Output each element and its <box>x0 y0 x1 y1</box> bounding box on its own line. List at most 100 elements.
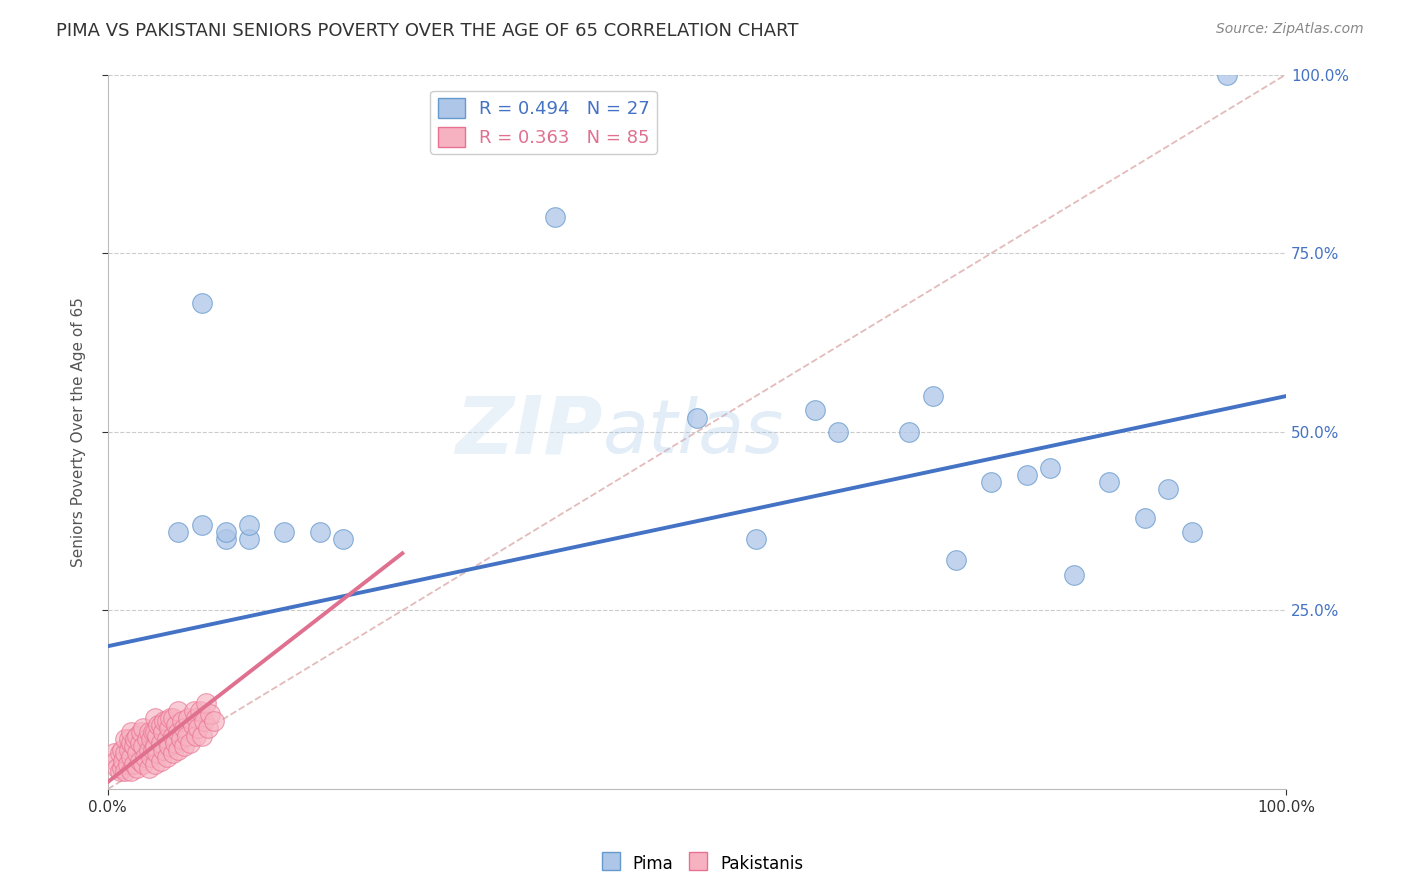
Point <box>108 747 131 761</box>
Point <box>1063 567 1085 582</box>
Point <box>1039 460 1062 475</box>
Point <box>120 750 142 764</box>
Point <box>143 739 166 754</box>
Point <box>173 739 195 754</box>
Point <box>141 725 163 739</box>
Point <box>143 711 166 725</box>
Point <box>143 725 166 739</box>
Point <box>157 722 180 736</box>
Point <box>945 553 967 567</box>
Point <box>177 711 200 725</box>
Point <box>149 736 172 750</box>
Point <box>157 739 180 754</box>
Point <box>141 732 163 747</box>
Point <box>118 732 141 747</box>
Point <box>128 736 150 750</box>
Point <box>156 714 179 729</box>
Point <box>105 754 128 768</box>
Point <box>108 764 131 779</box>
Point <box>191 729 214 743</box>
Point <box>176 729 198 743</box>
Point <box>184 711 207 725</box>
Point <box>1181 524 1204 539</box>
Point <box>827 425 849 439</box>
Point <box>745 532 768 546</box>
Point <box>179 736 201 750</box>
Point <box>146 729 169 743</box>
Point <box>120 725 142 739</box>
Point <box>165 718 187 732</box>
Point <box>170 732 193 747</box>
Point <box>238 532 260 546</box>
Point <box>122 757 145 772</box>
Point <box>980 475 1002 489</box>
Point <box>128 754 150 768</box>
Point <box>170 714 193 729</box>
Point <box>156 732 179 747</box>
Point <box>183 704 205 718</box>
Point <box>167 725 190 739</box>
Point <box>105 761 128 775</box>
Point <box>159 711 181 725</box>
Point <box>114 747 136 761</box>
Point <box>167 743 190 757</box>
Text: atlas: atlas <box>603 396 785 467</box>
Point <box>103 747 125 761</box>
Y-axis label: Seniors Poverty Over the Age of 65: Seniors Poverty Over the Age of 65 <box>72 297 86 566</box>
Point <box>184 729 207 743</box>
Legend: R = 0.494   N = 27, R = 0.363   N = 85: R = 0.494 N = 27, R = 0.363 N = 85 <box>430 91 657 154</box>
Point <box>921 389 943 403</box>
Point <box>153 714 176 729</box>
Point <box>148 718 170 732</box>
Point <box>114 764 136 779</box>
Point <box>1015 467 1038 482</box>
Point <box>1133 510 1156 524</box>
Point <box>167 704 190 718</box>
Point <box>122 739 145 754</box>
Point <box>127 747 149 761</box>
Point <box>138 761 160 775</box>
Point <box>120 764 142 779</box>
Point <box>803 403 825 417</box>
Point <box>188 704 211 718</box>
Point <box>129 725 152 739</box>
Point <box>202 714 225 729</box>
Point <box>187 722 209 736</box>
Point <box>181 718 204 732</box>
Point <box>167 524 190 539</box>
Point <box>1157 482 1180 496</box>
Point <box>193 714 215 729</box>
Point <box>111 761 134 775</box>
Point <box>132 722 155 736</box>
Point <box>111 743 134 757</box>
Point <box>152 743 174 757</box>
Point <box>214 532 236 546</box>
Point <box>163 736 186 750</box>
Point <box>120 736 142 750</box>
Point <box>156 750 179 764</box>
Point <box>544 211 567 225</box>
Point <box>332 532 354 546</box>
Point <box>1216 68 1239 82</box>
Point <box>273 524 295 539</box>
Point <box>138 743 160 757</box>
Point <box>162 729 184 743</box>
Point <box>135 732 157 747</box>
Point <box>200 707 222 722</box>
Point <box>149 754 172 768</box>
Point <box>143 757 166 772</box>
Point <box>146 747 169 761</box>
Point <box>117 757 139 772</box>
Point <box>132 757 155 772</box>
Point <box>127 729 149 743</box>
Text: PIMA VS PAKISTANI SENIORS POVERTY OVER THE AGE OF 65 CORRELATION CHART: PIMA VS PAKISTANI SENIORS POVERTY OVER T… <box>56 22 799 40</box>
Point <box>124 732 146 747</box>
Text: Source: ZipAtlas.com: Source: ZipAtlas.com <box>1216 22 1364 37</box>
Point <box>191 296 214 310</box>
Point <box>152 725 174 739</box>
Point <box>127 761 149 775</box>
Point <box>191 517 214 532</box>
Point <box>162 711 184 725</box>
Point <box>149 718 172 732</box>
Text: ZIP: ZIP <box>456 392 603 471</box>
